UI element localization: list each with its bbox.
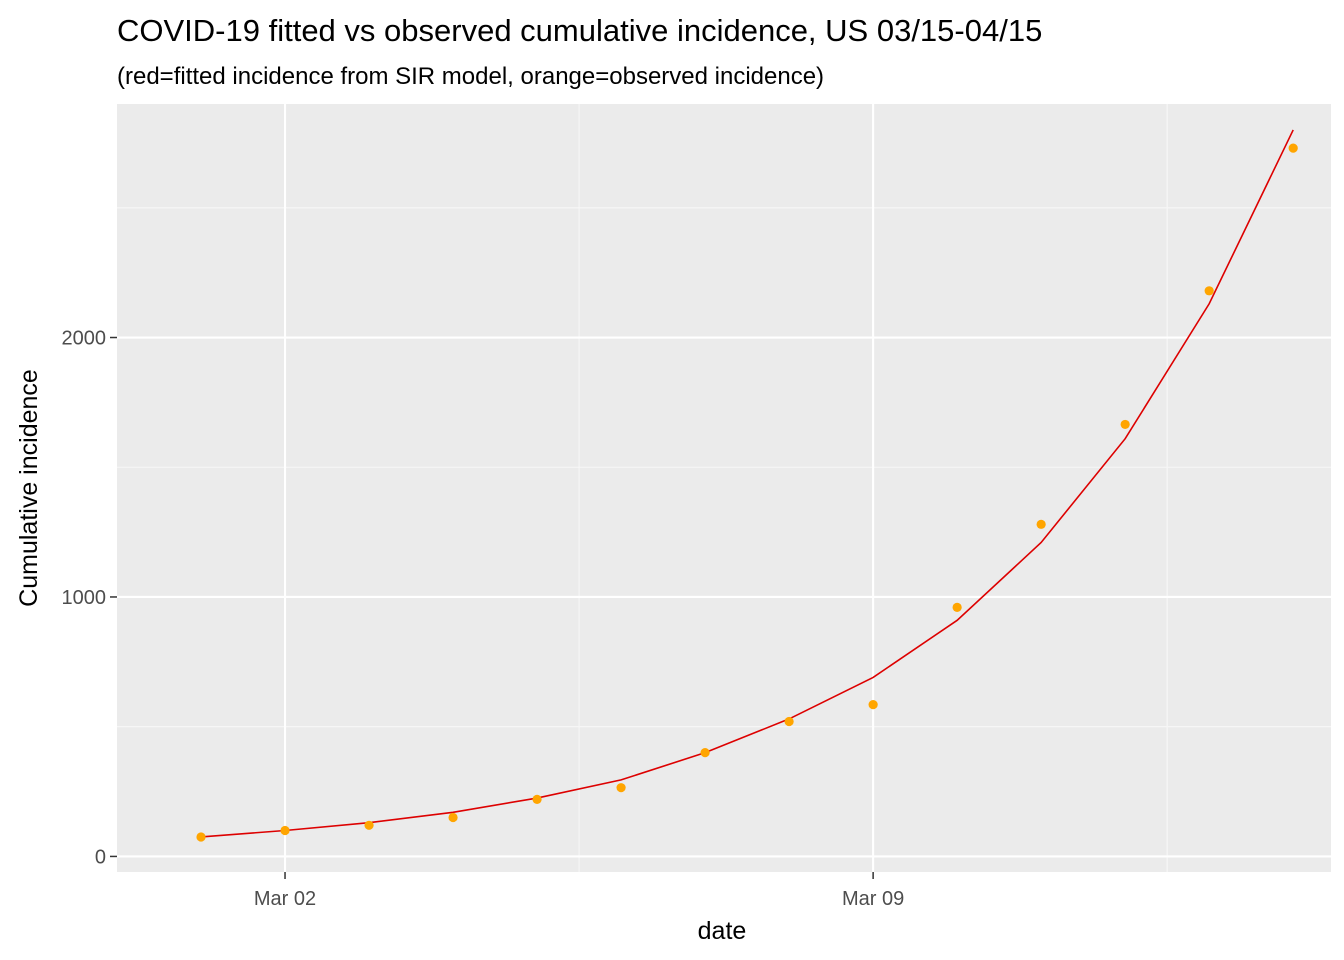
observed-point [280, 825, 290, 836]
grid-major-lines [117, 104, 1331, 872]
x-tick-label: Mar 09 [842, 888, 904, 910]
y-tick-label: 0 [95, 846, 106, 868]
observed-point [364, 820, 374, 830]
chart-title: COVID-19 fitted vs observed cumulative i… [117, 13, 1042, 48]
observed-point [952, 602, 962, 612]
observed-point [784, 716, 794, 727]
observed-point [868, 700, 878, 710]
chart-subtitle: (red=fitted incidence from SIR model, or… [117, 63, 824, 90]
observed-point [616, 783, 626, 793]
y-tick-label: 1000 [62, 587, 107, 609]
observed-point [700, 748, 710, 758]
observed-point [532, 794, 542, 804]
observed-point [1120, 419, 1130, 430]
y-tick-label: 2000 [62, 328, 107, 350]
series-layer [196, 129, 1298, 842]
observed-point [448, 812, 458, 823]
grid-minor-lines [117, 104, 1331, 872]
plot-panel [117, 104, 1331, 872]
observed-point [196, 832, 206, 842]
x-axis-title: date [698, 917, 747, 945]
observed-point [1204, 286, 1214, 296]
fitted-line [200, 129, 1294, 838]
x-tick-label: Mar 02 [254, 888, 316, 910]
y-axis: 0 1000 2000 [62, 328, 117, 868]
observed-point [1036, 519, 1046, 529]
observed-point [1288, 143, 1298, 153]
y-axis-title: Cumulative incidence [15, 369, 43, 607]
x-axis: Mar 02 Mar 09 [254, 872, 904, 910]
